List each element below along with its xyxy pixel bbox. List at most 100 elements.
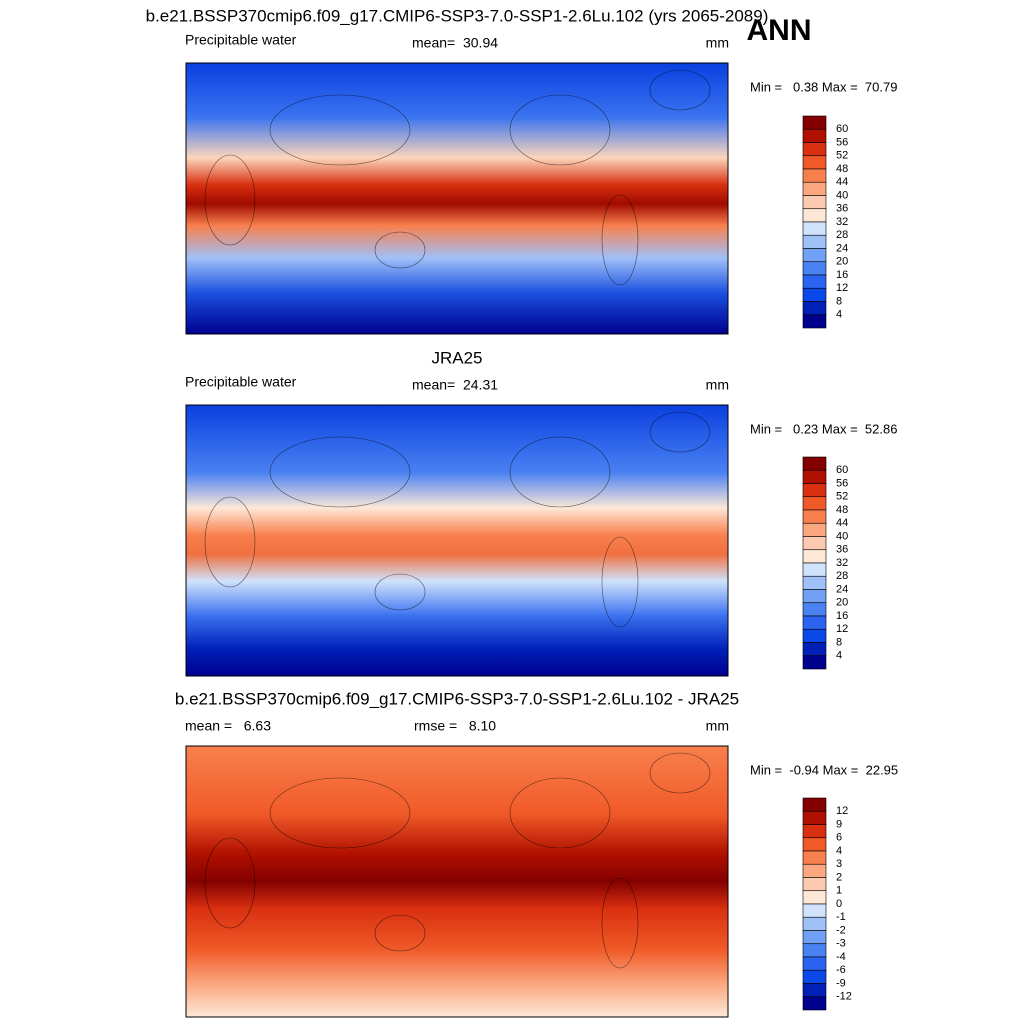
colorbar-box: [802, 549, 827, 564]
panel-title: b.e21.BSSP370cmip6.f09_g17.CMIP6-SSP3-7.…: [146, 6, 769, 25]
stat-label: mean= 24.31: [412, 377, 498, 393]
min-max-label: Min = 0.23 Max = 52.86: [750, 421, 897, 436]
colorbar-label: 60: [836, 123, 848, 135]
colorbar-box: [802, 301, 827, 316]
colorbar-box: [802, 115, 827, 130]
colorbar-label: 48: [836, 163, 848, 175]
land-outline: [649, 411, 711, 453]
colorbar-label: 52: [836, 150, 848, 162]
colorbar-label: 20: [836, 256, 848, 268]
colorbar-label: 1: [836, 885, 842, 897]
land-outline: [374, 573, 426, 611]
min-max-label: Min = -0.94 Max = 22.95: [750, 762, 898, 777]
colorbar-label: 32: [836, 557, 848, 569]
colorbar-label: 9: [836, 818, 842, 830]
colorbar-box: [802, 969, 827, 984]
colorbar-box: [802, 287, 827, 302]
land-outline: [269, 94, 411, 166]
panel-title: b.e21.BSSP370cmip6.f09_g17.CMIP6-SSP3-7.…: [175, 689, 739, 708]
colorbar-box: [802, 890, 827, 905]
colorbar-label: 36: [836, 544, 848, 556]
land-outline: [204, 154, 256, 246]
colorbar-box: [802, 655, 827, 670]
colorbar-box: [802, 234, 827, 249]
colorbar-label: 36: [836, 203, 848, 215]
colorbar-label: -9: [836, 977, 846, 989]
map-field: [185, 745, 729, 1018]
colorbar-label: 8: [836, 295, 842, 307]
colorbar-box: [802, 642, 827, 657]
land-outline: [649, 752, 711, 794]
land-outline: [269, 777, 411, 849]
land-outline: [601, 877, 639, 969]
colorbar-box: [802, 797, 827, 812]
colorbar-box: [802, 589, 827, 604]
colorbar-box: [802, 469, 827, 484]
colorbar-box: [802, 536, 827, 551]
colorbar-box: [802, 142, 827, 157]
land-outline: [374, 914, 426, 952]
land-outline: [269, 436, 411, 508]
map-field: [185, 62, 729, 335]
colorbar-label: 3: [836, 858, 842, 870]
colorbar-box: [802, 314, 827, 329]
colorbar-label: 12: [836, 805, 848, 817]
colorbar-label: 4: [836, 845, 842, 857]
colorbar-label: 48: [836, 504, 848, 516]
map-field: [185, 404, 729, 677]
colorbar-box: [802, 181, 827, 196]
colorbar-box: [802, 983, 827, 998]
colorbar-box: [802, 274, 827, 289]
colorbar-label: 12: [836, 282, 848, 294]
colorbar-label: 56: [836, 477, 848, 489]
stat-label: mean= 30.94: [412, 35, 498, 51]
colorbar-box: [802, 509, 827, 524]
colorbar-label: 56: [836, 136, 848, 148]
colorbar-label: 28: [836, 570, 848, 582]
colorbar-box: [802, 943, 827, 958]
colorbar-box: [802, 602, 827, 617]
colorbar-box: [802, 824, 827, 839]
colorbar-label: 40: [836, 189, 848, 201]
colorbar-box: [802, 996, 827, 1011]
colorbar-label: 24: [836, 242, 848, 254]
panel-title: JRA25: [431, 348, 482, 367]
variable-label: mean = 6.63: [185, 718, 271, 734]
colorbar-label: 44: [836, 517, 848, 529]
season-label: ANN: [747, 14, 812, 47]
colorbar-label: 32: [836, 216, 848, 228]
colorbar-box: [802, 916, 827, 931]
colorbar-label: 16: [836, 269, 848, 281]
colorbar-label: 12: [836, 623, 848, 635]
colorbar-box: [802, 562, 827, 577]
colorbar-label: 8: [836, 636, 842, 648]
min-max-label: Min = 0.38 Max = 70.79: [750, 79, 897, 94]
colorbar-label: -12: [836, 991, 852, 1003]
colorbar-box: [802, 877, 827, 892]
colorbar-label: 16: [836, 610, 848, 622]
colorbar-box: [802, 615, 827, 630]
colorbar-label: 4: [836, 309, 842, 321]
colorbar-box: [802, 863, 827, 878]
colorbar-label: 52: [836, 491, 848, 503]
colorbar-box: [802, 248, 827, 263]
colorbar-box: [802, 221, 827, 236]
colorbar-box: [802, 208, 827, 223]
colorbar-box: [802, 903, 827, 918]
land-outline: [374, 231, 426, 269]
colorbar-box: [802, 168, 827, 183]
colorbar-label: 60: [836, 464, 848, 476]
land-outline: [509, 436, 611, 508]
colorbar-label: 40: [836, 530, 848, 542]
colorbar-box: [802, 456, 827, 471]
colorbar-box: [802, 128, 827, 143]
colorbar-box: [802, 837, 827, 852]
colorbar-box: [802, 155, 827, 170]
colorbar-label: 2: [836, 871, 842, 883]
colorbar-box: [802, 810, 827, 825]
land-outline: [649, 69, 711, 111]
units-label: mm: [706, 35, 729, 51]
colorbar-box: [802, 195, 827, 210]
colorbar-box: [802, 850, 827, 865]
